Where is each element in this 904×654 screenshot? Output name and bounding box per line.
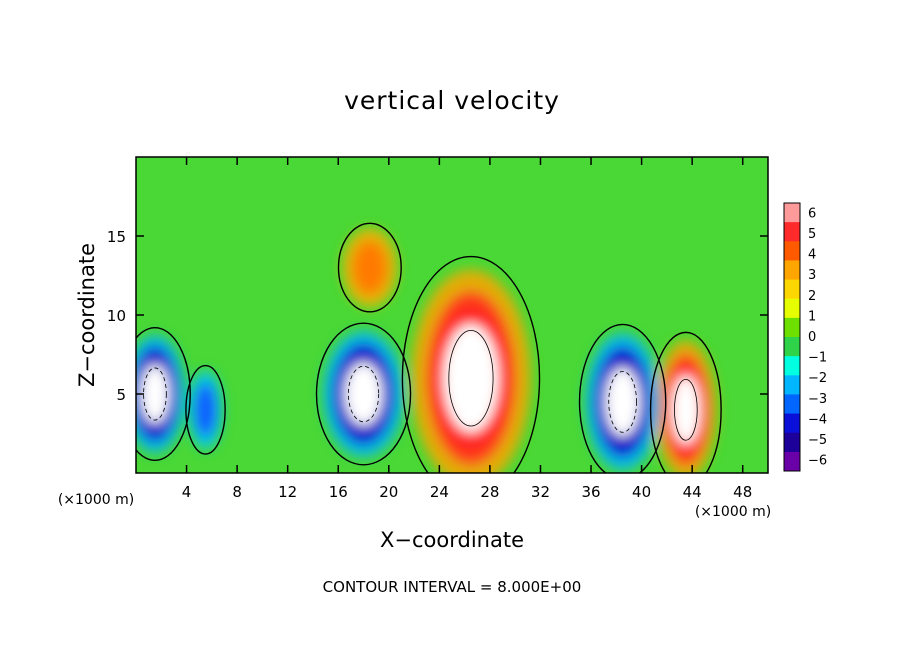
downdraft-core — [605, 367, 640, 437]
zero-contour — [578, 323, 667, 473]
colorbar-label: −1 — [808, 351, 827, 366]
y-tick-label: 5 — [116, 386, 126, 404]
zero-contour — [185, 364, 226, 455]
colorbar-swatch — [784, 260, 800, 281]
colorbar-swatch — [784, 413, 800, 434]
updraft-core — [352, 240, 388, 295]
colorbar-swatch — [784, 451, 800, 472]
colorbar-label: 3 — [808, 268, 816, 283]
y-axis-unit: (×1000 m) — [58, 492, 134, 508]
downdraft-core — [194, 382, 217, 437]
x-axis-unit: (×1000 m) — [695, 504, 771, 520]
colorbar-swatch — [784, 298, 800, 319]
colorbar-swatch — [784, 432, 800, 453]
x-tick-label: 4 — [182, 483, 192, 501]
colorbar-label: −2 — [808, 371, 827, 386]
colorbar-swatch — [784, 356, 800, 376]
x-tick-label: 48 — [733, 483, 752, 501]
velocity-field — [136, 157, 768, 473]
zero-contour — [401, 255, 541, 473]
inner-contour — [143, 367, 167, 421]
x-tick-label: 40 — [632, 483, 651, 501]
zero-contour — [136, 326, 191, 462]
x-tick-label: 32 — [531, 483, 550, 501]
x-tick-label: 44 — [683, 483, 702, 501]
updraft-core — [443, 324, 499, 433]
zero-contour — [315, 322, 412, 466]
inner-contour — [347, 365, 380, 423]
colorbar-label: 4 — [808, 248, 816, 263]
inner-contour — [448, 330, 494, 427]
x-tick-label: 12 — [278, 483, 297, 501]
x-tick-label: 36 — [581, 483, 600, 501]
colorbar-swatch — [784, 279, 800, 300]
colorbar-frame — [783, 202, 801, 472]
colorbar-label: −5 — [808, 433, 827, 448]
field-shading — [136, 228, 717, 473]
colorbar-swatch — [784, 394, 800, 415]
x-axis-title: X−coordinate — [380, 528, 524, 552]
colorbar-label: 5 — [808, 227, 816, 242]
colorbar-swatch — [784, 337, 800, 357]
zero-contour — [337, 222, 402, 313]
colorbar-swatch — [784, 203, 800, 223]
contour-interval-note: CONTOUR INTERVAL = 8.000E+00 — [322, 578, 582, 596]
downdraft-core — [140, 364, 170, 424]
colorbar-label: −3 — [808, 392, 827, 407]
colorbar-swatch — [784, 241, 800, 261]
colorbar: 6 5 4 3 2 1 0 −1 −2 −3 −4 −5 −6 — [783, 202, 827, 472]
x-tick-label: 24 — [430, 483, 449, 501]
colorbar-label: −6 — [808, 454, 827, 469]
colorbar-label: 6 — [808, 206, 816, 221]
colorbar-swatch — [784, 317, 800, 338]
colorbar-label: 0 — [808, 330, 816, 345]
y-tick-label: 10 — [107, 307, 126, 325]
colorbar-swatch — [784, 222, 800, 242]
zero-contour — [649, 331, 722, 473]
x-tick-label: 20 — [379, 483, 398, 501]
updraft-core — [671, 375, 700, 445]
downdraft-core — [344, 362, 383, 426]
x-tick-label: 16 — [329, 483, 348, 501]
x-tick-label: 8 — [232, 483, 242, 501]
x-tick-label: 28 — [480, 483, 499, 501]
colorbar-label: −4 — [808, 412, 827, 427]
colorbar-label: 1 — [808, 309, 816, 324]
colorbar-swatch — [784, 375, 800, 395]
y-axis-title: Z−coordinate — [75, 243, 99, 387]
colorbar-label: 2 — [808, 289, 816, 304]
inner-contour — [674, 378, 698, 441]
x-axis: 4 8 12 16 20 24 28 32 36 40 44 48 — [182, 157, 752, 501]
y-axis: 5 10 15 — [107, 228, 768, 404]
y-tick-label: 15 — [107, 228, 126, 246]
inner-contour — [608, 371, 637, 433]
chart-title: vertical velocity — [344, 86, 560, 115]
